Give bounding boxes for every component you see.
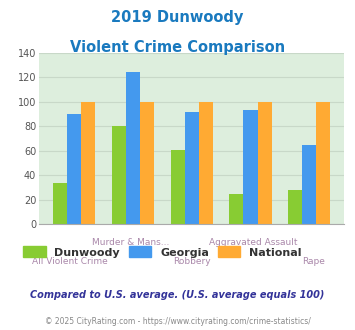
Bar [112,126,126,224]
Bar [126,72,140,224]
Bar [302,145,316,224]
Bar [244,111,258,224]
Text: Murder & Mans...: Murder & Mans... [92,238,169,247]
Text: Aggravated Assault: Aggravated Assault [208,238,297,247]
Bar [170,149,185,224]
Text: Rape: Rape [302,257,325,266]
Legend: Dunwoody, Georgia, National: Dunwoody, Georgia, National [23,247,301,258]
Text: Violent Crime Comparison: Violent Crime Comparison [70,40,285,54]
Bar [229,194,244,224]
Text: © 2025 CityRating.com - https://www.cityrating.com/crime-statistics/: © 2025 CityRating.com - https://www.city… [45,317,310,326]
Text: All Violent Crime: All Violent Crime [32,257,108,266]
Bar [288,190,302,224]
Text: Compared to U.S. average. (U.S. average equals 100): Compared to U.S. average. (U.S. average … [30,290,325,300]
Bar [81,102,95,224]
Bar [199,102,213,224]
Text: Robbery: Robbery [173,257,211,266]
Bar [316,102,331,224]
Bar [258,102,272,224]
Text: 2019 Dunwoody: 2019 Dunwoody [111,10,244,25]
Bar [53,183,67,224]
Bar [140,102,154,224]
Bar [67,114,81,224]
Bar [185,112,199,224]
